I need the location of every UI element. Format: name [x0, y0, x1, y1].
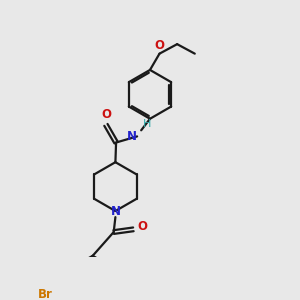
Text: O: O: [137, 220, 148, 233]
Text: N: N: [127, 130, 137, 143]
Text: O: O: [154, 39, 164, 52]
Text: Br: Br: [38, 288, 53, 300]
Text: H: H: [143, 119, 152, 129]
Text: O: O: [101, 108, 111, 121]
Text: N: N: [110, 205, 120, 218]
